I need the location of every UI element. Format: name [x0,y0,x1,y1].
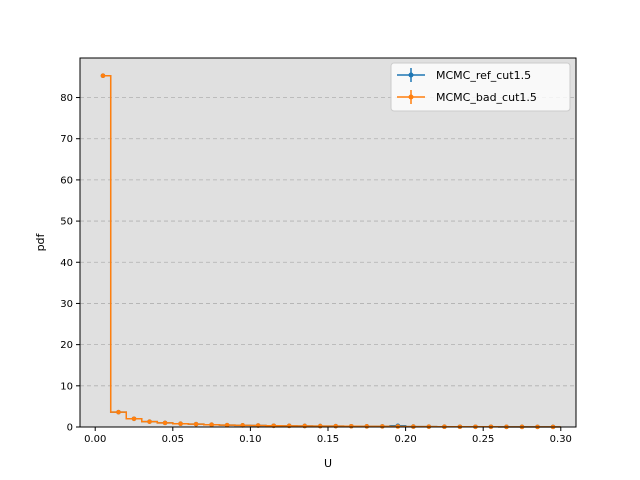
data-point-bad [193,421,199,427]
legend-marker-bad [408,94,414,100]
x-tick-label: 0.15 [317,434,339,445]
y-tick-label: 40 [60,258,73,269]
data-point-bad [209,422,214,428]
y-tick-label: 10 [60,381,73,392]
data-point-bad [333,423,339,429]
y-tick-label: 70 [60,134,73,145]
data-point-bad [131,416,137,422]
legend-entry-ref: MCMC_ref_cut1.5 [397,68,531,82]
x-tick-label: 0.20 [394,434,416,445]
y-axis: 0 10 20 30 40 50 60 70 80 [60,93,80,434]
y-tick-label: 80 [60,93,73,104]
legend: MCMC_ref_cut1.5 MCMC_bad_cut1.5 [390,62,571,112]
legend-marker-ref [408,72,414,78]
data-point-bad [380,424,385,429]
x-tick-label: 0.10 [239,434,261,445]
x-tick-label: 0.00 [84,434,106,445]
x-axis-label: U [324,457,332,470]
data-point-bad [116,409,121,415]
data-point-bad [147,419,152,424]
x-tick-label: 0.05 [162,434,184,445]
data-point-bad [178,421,183,427]
x-tick-label: 0.25 [472,434,494,445]
y-axis-label: pdf [34,232,47,251]
data-point-bad [364,424,370,429]
grid-lines [80,97,576,387]
legend-entry-bad: MCMC_bad_cut1.5 [397,90,537,104]
data-point-bad [162,420,168,426]
data-point-bad [317,423,323,429]
data-point-bad [224,422,230,428]
y-tick-label: 60 [60,175,73,186]
y-tick-label: 20 [60,340,73,351]
y-tick-label: 0 [67,423,73,434]
plot-area [80,58,576,427]
legend-box [390,62,571,112]
data-point-bad [100,73,106,79]
y-tick-label: 50 [60,217,73,228]
legend-label-bad: MCMC_bad_cut1.5 [436,91,537,104]
x-axis: 0.00 0.05 0.10 0.15 0.20 0.25 0.30 [84,427,572,445]
x-tick-label: 0.30 [550,434,572,445]
data-point-bad [302,423,308,429]
legend-label-ref: MCMC_ref_cut1.5 [436,69,531,82]
y-tick-label: 30 [60,299,73,310]
data-point-bad [348,423,354,429]
